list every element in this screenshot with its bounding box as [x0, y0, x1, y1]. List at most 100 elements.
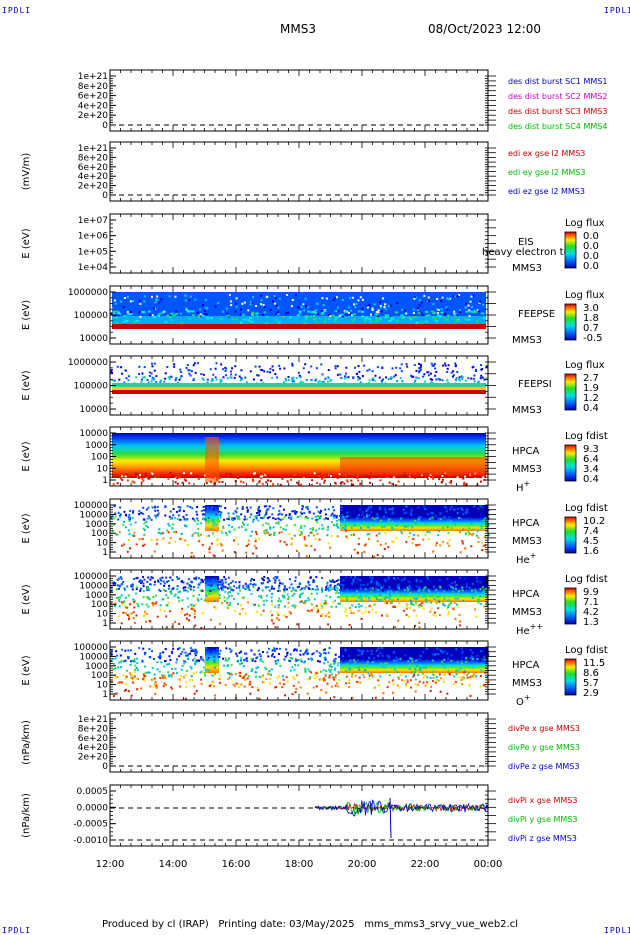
spectrogram-cell	[476, 535, 478, 537]
spectrogram-cell	[243, 473, 245, 475]
spectrogram-cell	[418, 304, 420, 306]
spectrogram-cell	[315, 519, 317, 521]
spectrogram-cell	[398, 481, 400, 483]
spectrogram-cell	[190, 295, 192, 297]
spectrogram-cell	[263, 370, 265, 372]
spectrogram-cell	[387, 315, 390, 317]
spectrogram-cell	[373, 675, 375, 677]
species-label: H+	[516, 479, 530, 494]
spectrogram-cell	[197, 598, 199, 600]
spectrogram-band	[112, 387, 486, 390]
spectrogram-cell	[269, 371, 271, 373]
spectrogram-cell	[133, 617, 135, 619]
spectrogram-cell	[137, 603, 139, 605]
spectrogram-cell	[290, 482, 292, 484]
spectrogram-cell	[316, 593, 318, 595]
spectrogram-cell	[411, 589, 413, 591]
spectrogram-cell	[386, 613, 388, 615]
spectrogram-cell	[230, 370, 232, 372]
spectrogram-cell	[386, 671, 388, 673]
spectrogram-cell	[388, 305, 390, 307]
spectrogram-cell	[456, 604, 458, 606]
spectrogram-cell	[348, 686, 350, 688]
spectrogram-cell	[306, 649, 308, 651]
spectrogram-cell	[359, 677, 361, 679]
spectrogram-cell	[386, 602, 388, 604]
spectrogram-cell	[334, 482, 336, 484]
spectrogram-cell	[229, 376, 231, 378]
spectrogram-cell	[123, 315, 126, 317]
spectrogram-cell	[181, 533, 183, 535]
spectrogram-cell	[123, 321, 126, 323]
spectrogram-cell	[418, 594, 420, 596]
spectrogram-cell	[161, 599, 163, 601]
spectrogram-cell	[113, 483, 115, 485]
spectrogram-cell	[447, 599, 449, 601]
spectrogram-cell	[476, 655, 478, 657]
spectrogram-cell	[210, 585, 212, 587]
spectrogram-cell	[190, 375, 192, 377]
spectrogram-cell	[144, 529, 146, 531]
spectrogram-cell	[151, 372, 153, 374]
spectrogram-cell	[214, 660, 216, 662]
spectrogram-cell	[333, 524, 335, 526]
spectrogram-cell	[187, 591, 189, 593]
spectrogram-cell	[155, 517, 157, 519]
spectrogram-cell	[464, 506, 466, 508]
spectrogram-cell	[196, 690, 198, 692]
spectrogram-cell	[297, 659, 299, 661]
spectrogram-cell	[365, 663, 367, 665]
spectrogram-cell	[145, 672, 147, 674]
spectrogram-cell	[391, 318, 394, 320]
spectrogram-cell	[176, 477, 178, 479]
spectrogram-cell	[128, 618, 130, 620]
spectrogram-cell	[432, 595, 434, 597]
spectrogram-cell	[477, 580, 479, 582]
spectrogram-cell	[427, 578, 429, 580]
spectrogram-cell	[194, 616, 196, 618]
spectrogram-cell	[232, 589, 234, 591]
spectrogram-cell	[345, 525, 347, 527]
spectrogram-cell	[434, 650, 436, 652]
spectrogram-cell	[206, 313, 208, 315]
spectrogram-cell	[154, 476, 156, 478]
spectrogram-cell	[392, 529, 394, 531]
spectrogram-cell	[117, 666, 119, 668]
spectrogram-cell	[229, 294, 231, 296]
spectrogram-cell	[284, 694, 286, 696]
spectrogram-cell	[211, 543, 213, 545]
spectrogram-cell	[375, 588, 377, 590]
spectrogram-cell	[175, 481, 177, 483]
spectrogram-cell	[446, 578, 448, 580]
spectrogram-cell	[142, 513, 144, 515]
spectrogram-cell	[404, 589, 406, 591]
spectrogram-cell	[224, 586, 226, 588]
spectrogram-cell	[304, 525, 306, 527]
spectrogram-cell	[420, 364, 422, 366]
spectrogram-cell	[183, 472, 185, 474]
spectrogram-cell	[459, 595, 461, 597]
spectrogram-cell	[482, 377, 484, 379]
spectrogram-cell	[446, 510, 448, 512]
y-tick-label: 10000	[79, 334, 108, 344]
spectrogram-cell	[388, 596, 390, 598]
spectrogram-cell	[230, 673, 232, 675]
spectrogram-cell	[139, 303, 141, 305]
spectrogram-cell	[466, 674, 468, 676]
spectrogram-cell	[279, 648, 281, 650]
spectrogram-cell	[234, 517, 236, 519]
spectrogram-cell	[279, 505, 281, 507]
spectrogram-cell	[405, 541, 407, 543]
spectrogram-cell	[459, 376, 461, 378]
spectrogram-cell	[150, 539, 152, 541]
spectrogram-cell	[480, 369, 482, 371]
spectrogram-cell	[177, 483, 179, 485]
spectrogram-cell	[303, 477, 305, 479]
spectrogram-cell	[401, 363, 403, 365]
spectrogram-cell	[179, 379, 181, 381]
spectrogram-cell	[449, 508, 451, 510]
spectrogram-cell	[262, 524, 264, 526]
y-tick-label: 0	[102, 121, 108, 131]
spectrogram-cell	[382, 655, 384, 657]
spectrogram-cell	[320, 510, 322, 512]
